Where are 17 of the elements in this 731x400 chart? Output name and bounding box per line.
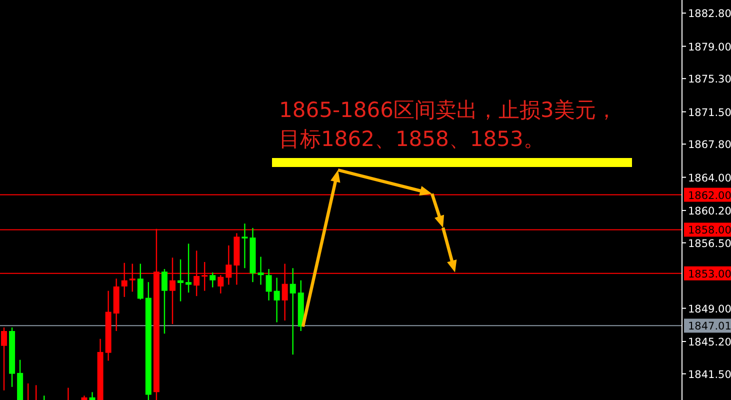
annotation: 目标1862、1858、1853。	[279, 127, 544, 151]
ref-line-label: 1858.00	[688, 224, 731, 237]
annotation: 1865-1866区间卖出，止损3美元，	[279, 98, 617, 122]
y-tick-label: 1871.50	[688, 106, 731, 119]
y-tick-label: 1864.00	[688, 172, 731, 184]
ref-line-label: 1853.00	[688, 268, 731, 280]
y-tick-label: 1845.20	[688, 336, 731, 348]
y-tick-label: 1860.20	[688, 205, 731, 218]
y-tick-label: 1841.50	[688, 368, 731, 381]
y-tick-label: 1849.00	[688, 303, 731, 316]
y-tick-label: 1856.50	[688, 238, 731, 250]
ref-line-label: 1862.00	[688, 190, 731, 202]
y-tick-label: 1879.00	[688, 41, 731, 54]
y-tick-label: 1882.80	[688, 8, 731, 20]
ref-line-label: 1847.01	[688, 320, 731, 333]
y-tick-label: 1875.30	[688, 74, 731, 86]
y-tick-label: 1867.80	[688, 139, 731, 152]
